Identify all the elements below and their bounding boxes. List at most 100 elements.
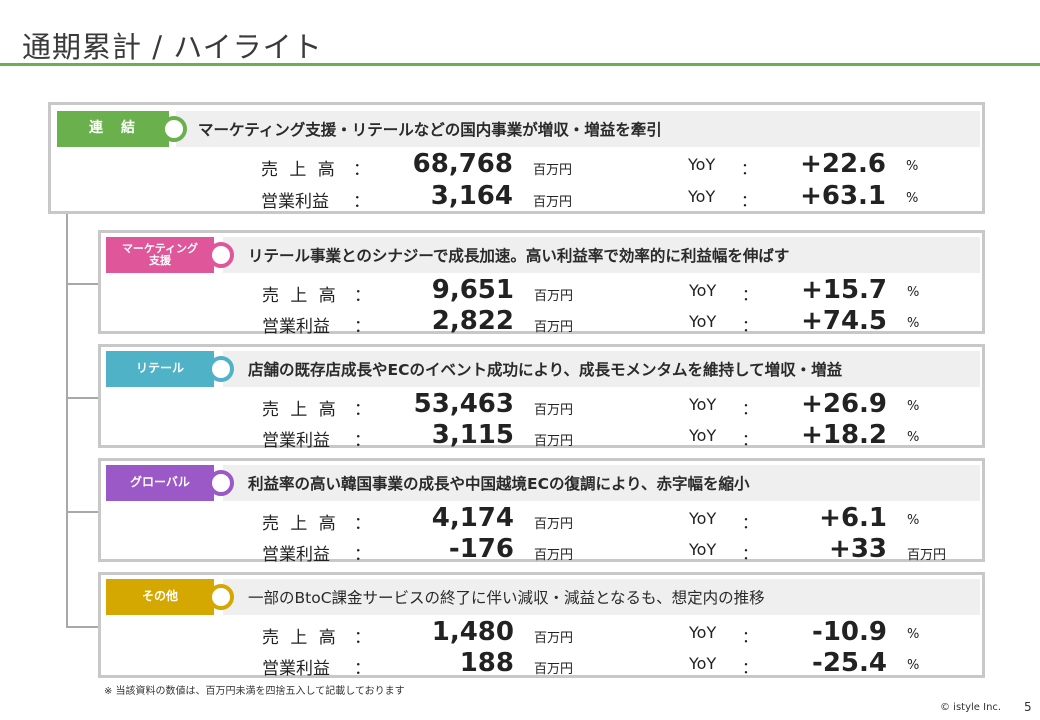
sales-unit: 百万円 <box>534 289 574 304</box>
colon: ： <box>741 191 758 210</box>
yoy-unit: % <box>907 513 920 528</box>
colon: ： <box>742 658 759 677</box>
yoy-unit: % <box>907 399 920 414</box>
sales-unit: 百万円 <box>534 517 574 532</box>
colon: ： <box>742 544 759 563</box>
operating-profit-label: 営業利益 <box>262 659 330 679</box>
yoy-label: YoY <box>689 623 717 642</box>
colon: ： <box>742 316 759 335</box>
operating-profit-unit: 百万円 <box>534 548 574 563</box>
sales-unit: 百万円 <box>533 163 573 178</box>
sales-unit: 百万円 <box>534 403 574 418</box>
headline-text: マーケティング支援・リテールなどの国内事業が増収・増益を牽引 <box>198 121 662 139</box>
global-panel: 利益率の高い韓国事業の成長や中国越境ECの復調により、赤字幅を縮小 グローバル … <box>98 458 985 565</box>
sales-value: 9,651 <box>431 275 514 305</box>
segment-tag-consolidated: 連 結 <box>57 111 169 147</box>
colon: ： <box>742 430 759 449</box>
segment-tag-global: グローバル <box>106 465 214 501</box>
colon: ： <box>354 431 371 451</box>
headline-text: 利益率の高い韓国事業の成長や中国越境ECの復調により、赤字幅を縮小 <box>248 475 750 493</box>
sales-row: 売 上 高 ： 4,174 百万円 YoY ： +6.1 % <box>101 503 982 534</box>
operating-profit-unit: 百万円 <box>534 320 574 335</box>
yoy-unit: % <box>906 191 919 206</box>
yoy-value: +26.9 <box>801 389 887 419</box>
operating-profit-row: 営業利益 ： 188 百万円 YoY ： -25.4 % <box>101 648 982 679</box>
marketing-support-panel: リテール事業とのシナジーで成長加速。高い利益率で効率的に利益幅を伸ばす マーケテ… <box>98 230 985 337</box>
yoy-value: +6.1 <box>819 503 887 533</box>
yoy-value: -10.9 <box>812 617 887 647</box>
yoy-unit: % <box>907 658 920 673</box>
operating-profit-value: 3,164 <box>430 181 513 211</box>
operating-profit-unit: 百万円 <box>534 434 574 449</box>
yoy-value: +22.6 <box>800 149 886 179</box>
sales-value: 68,768 <box>412 149 513 179</box>
yoy-label: YoY <box>688 155 716 174</box>
yoy-label: YoY <box>689 426 717 445</box>
yoy-unit: % <box>907 430 920 445</box>
yoy-unit: % <box>906 159 919 174</box>
colon: ： <box>354 545 371 565</box>
yoy-value: +15.7 <box>801 275 887 305</box>
yoy-label: YoY <box>689 312 717 331</box>
colon: ： <box>742 627 759 646</box>
circle-marker-icon <box>208 356 234 382</box>
sales-value: 4,174 <box>431 503 514 533</box>
panel-headline: 店舗の既存店成長やECのイベント成功により、成長モメンタムを維持して増収・増益 <box>223 351 980 387</box>
sales-unit: 百万円 <box>534 631 574 646</box>
colon: ： <box>742 285 759 304</box>
operating-profit-row: 営業利益 ： 3,164 百万円 YoY ： +63.1 % <box>51 181 982 212</box>
colon: ： <box>353 160 370 180</box>
headline-text: リテール事業とのシナジーで成長加速。高い利益率で効率的に利益幅を伸ばす <box>248 247 790 265</box>
circle-marker-icon <box>208 584 234 610</box>
colon: ： <box>741 159 758 178</box>
panel-headline: リテール事業とのシナジーで成長加速。高い利益率で効率的に利益幅を伸ばす <box>223 237 980 273</box>
yoy-label: YoY <box>688 187 716 206</box>
operating-profit-value: 188 <box>459 648 514 678</box>
yoy-unit: % <box>907 285 920 300</box>
segment-tag-other: その他 <box>106 579 214 615</box>
tree-connector-branch <box>66 283 100 285</box>
tree-connector-branch <box>66 511 100 513</box>
consolidated-panel: マーケティング支援・リテールなどの国内事業が増収・増益を牽引 連 結 売 上 高… <box>48 102 985 214</box>
yoy-unit: 百万円 <box>907 548 947 563</box>
yoy-unit: % <box>907 316 920 331</box>
circle-marker-icon <box>208 242 234 268</box>
operating-profit-unit: 百万円 <box>533 195 573 210</box>
operating-profit-label: 営業利益 <box>262 431 330 451</box>
headline-text: 店舗の既存店成長やECのイベント成功により、成長モメンタムを維持して増収・増益 <box>248 361 843 379</box>
circle-marker-icon <box>161 116 187 142</box>
page-number: 5 <box>1024 700 1032 714</box>
operating-profit-label: 営業利益 <box>262 545 330 565</box>
sales-label: 売 上 高 <box>262 628 339 648</box>
yoy-label: YoY <box>689 509 717 528</box>
colon: ： <box>742 513 759 532</box>
circle-marker-icon <box>208 470 234 496</box>
other-panel: 一部のBtoC課金サービスの終了に伴い減収・減益となるも、想定内の推移 その他 … <box>98 572 985 679</box>
colon: ： <box>354 400 371 420</box>
sales-label: 売 上 高 <box>261 160 338 180</box>
operating-profit-label: 営業利益 <box>262 317 330 337</box>
sales-row: 売 上 高 ： 68,768 百万円 YoY ： +22.6 % <box>51 149 982 180</box>
segment-tag-marketing: マーケティング 支援 <box>106 237 214 273</box>
panel-headline: 一部のBtoC課金サービスの終了に伴い減収・減益となるも、想定内の推移 <box>223 579 980 615</box>
sales-row: 売 上 高 ： 53,463 百万円 YoY ： +26.9 % <box>101 389 982 420</box>
yoy-value: +74.5 <box>801 306 887 336</box>
operating-profit-value: -176 <box>448 534 514 564</box>
operating-profit-row: 営業利益 ： -176 百万円 YoY ： +33 百万円 <box>101 534 982 565</box>
yoy-value: +33 <box>829 534 887 564</box>
yoy-value: +63.1 <box>800 181 886 211</box>
sales-row: 売 上 高 ： 1,480 百万円 YoY ： -10.9 % <box>101 617 982 648</box>
operating-profit-label: 営業利益 <box>261 192 329 212</box>
operating-profit-value: 3,115 <box>431 420 514 450</box>
footnote: ※ 当該資料の数値は、百万円未満を四捨五入して記載しております <box>104 686 405 697</box>
sales-value: 53,463 <box>413 389 514 419</box>
copyright: © istyle Inc. <box>940 702 1002 713</box>
operating-profit-row: 営業利益 ： 2,822 百万円 YoY ： +74.5 % <box>101 306 982 337</box>
sales-label: 売 上 高 <box>262 400 339 420</box>
title-underline <box>0 63 1040 66</box>
panel-headline: マーケティング支援・リテールなどの国内事業が増収・増益を牽引 <box>176 111 980 147</box>
operating-profit-row: 営業利益 ： 3,115 百万円 YoY ： +18.2 % <box>101 420 982 451</box>
yoy-label: YoY <box>689 281 717 300</box>
colon: ： <box>353 192 370 212</box>
sales-label: 売 上 高 <box>262 286 339 306</box>
